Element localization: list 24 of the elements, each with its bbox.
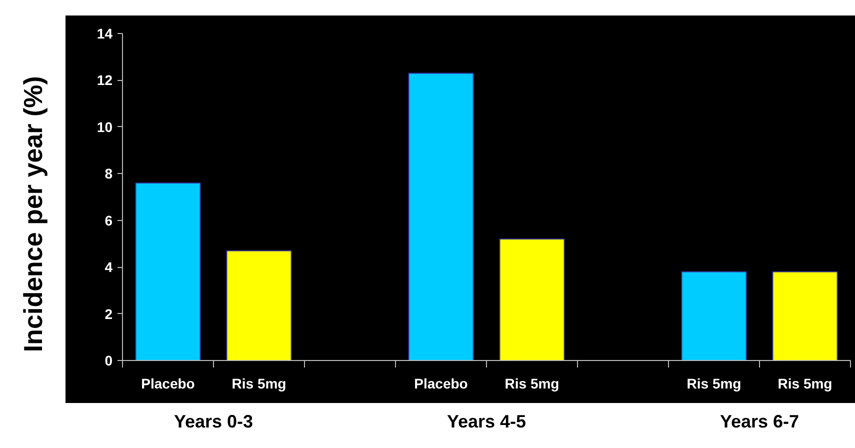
y-tick-label: 4 [104,259,113,276]
text: Years 4-5 [446,412,526,432]
y-tick-label: 0 [104,352,113,368]
bar [772,271,838,360]
bar [135,182,201,360]
y-tick-label: 12 [96,72,113,88]
bar [681,271,747,360]
x-tick-label: Ris 5mg [686,376,742,392]
y-tick-label: 14 [96,26,113,42]
y-tick-label: 6 [104,212,113,228]
bar [408,72,474,360]
bar [226,250,292,360]
x-tick-label: Ris 5mg [778,376,832,392]
x-tick-label: Placebo [414,376,468,392]
x-tick-label: Ris 5mg [504,376,560,392]
bar [499,238,565,360]
y-tick-label: 8 [104,166,113,182]
y-tick-label: 10 [96,118,113,135]
x-tick-label: Placebo [141,376,195,392]
y-tick-label: 2 [104,306,113,322]
x-tick-label: Ris 5mg [232,376,286,392]
y-axis-title: Incidence per year (%) [18,76,48,352]
text: Years 0-3 [174,412,254,432]
text: Years 6-7 [720,412,800,432]
